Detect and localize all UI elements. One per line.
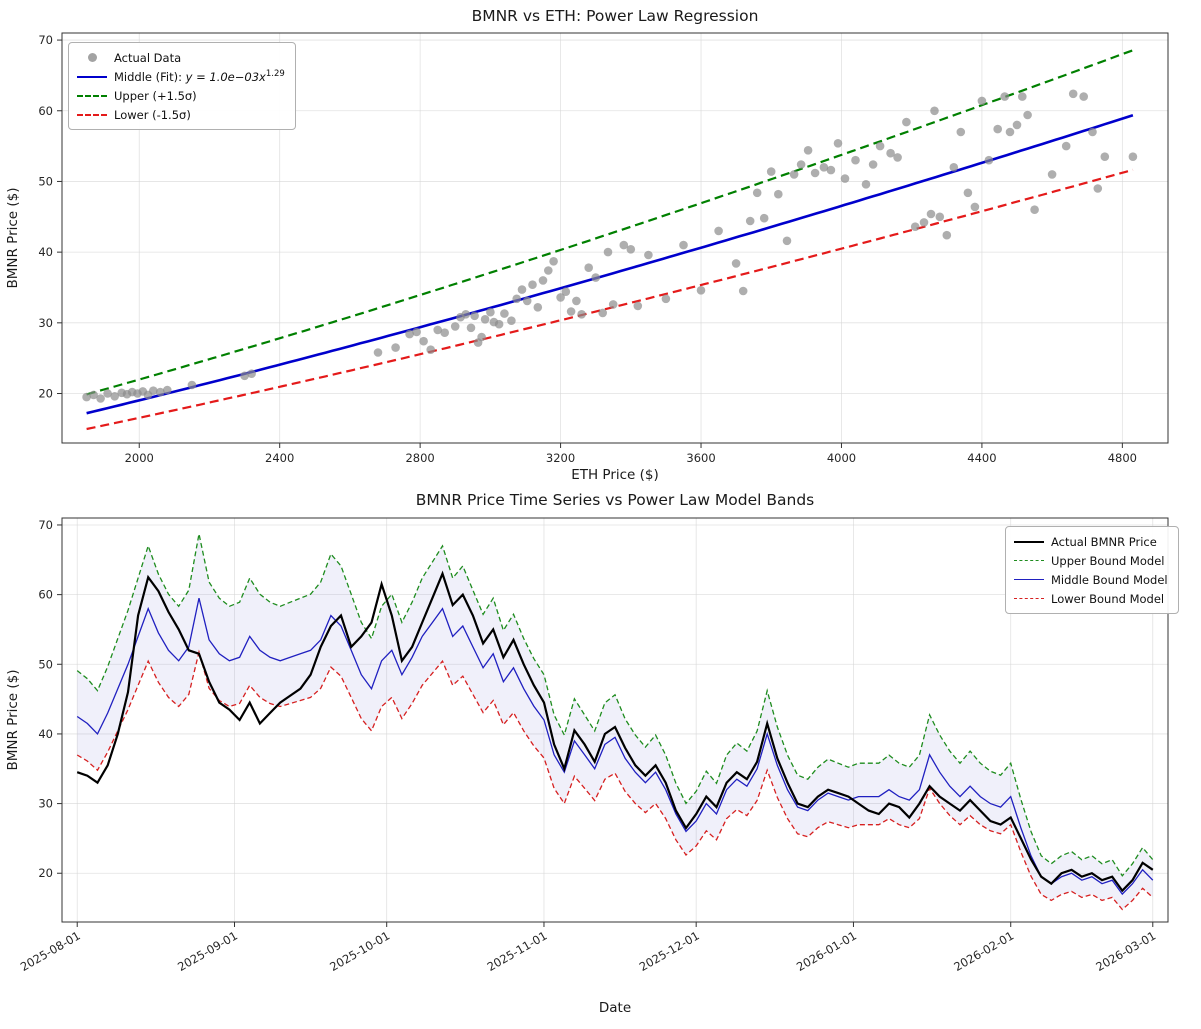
legend-entry: Upper (+1.5σ) <box>77 86 285 105</box>
y-tick-label: 70 <box>38 518 53 532</box>
line-sample-icon <box>1014 540 1044 543</box>
legend-label: Middle Bound Model <box>1051 572 1168 587</box>
scatter-plot-area: 2000 2400 2800 3200 3600 4000 4400 4800 20 30 40 50… <box>38 32 1169 465</box>
y-tick-label: 60 <box>38 104 53 118</box>
lower-bound-line <box>76 649 1154 911</box>
y-tick-label: 20 <box>38 866 53 880</box>
y-tick-label: 40 <box>38 727 53 741</box>
legend-entry: Middle Bound Model <box>1014 570 1168 589</box>
y-tick-label: 20 <box>38 387 53 401</box>
timeseries-chart: 2025-08-01 2025-09-01 2025-10-01 2025-11-01… <box>5 491 1169 1016</box>
model-band-fill <box>77 533 1153 910</box>
date-tick-label: 2026-03-01 <box>1093 928 1158 974</box>
legend-top: Actual Data Middle (Fit): y = 1.0e−03x1.2… <box>68 42 296 130</box>
x-tick-label: 3600 <box>686 451 715 465</box>
x-tick-label: 4000 <box>827 451 856 465</box>
legend-entry: Actual Data <box>77 48 285 67</box>
date-tick-label: 2025-08-01 <box>18 928 83 974</box>
scatter-points <box>82 89 1138 403</box>
solid-line-swatch-icon <box>77 75 107 78</box>
line-sample-icon <box>77 94 107 97</box>
timeseries-chart-title: BMNR Price Time Series vs Power Law Mode… <box>416 491 815 509</box>
legend-entry: Lower (-1.5σ) <box>77 105 285 124</box>
line-sample-icon <box>77 75 107 78</box>
timeseries-xlabel: Date <box>599 1000 631 1016</box>
scatter-ylabel: BMNR Price ($) <box>5 187 21 288</box>
legend-entry: Upper Bound Model <box>1014 551 1168 570</box>
actual-price-line <box>76 570 1154 893</box>
dashed-line-swatch-icon <box>1014 598 1044 599</box>
upper-sigma-line <box>86 49 1134 396</box>
x-tick-label: 3200 <box>546 451 575 465</box>
line-sample-icon <box>1014 598 1044 599</box>
timeseries-plot-area: 2025-08-01 2025-09-01 2025-10-01 2025-11-01… <box>18 517 1169 974</box>
date-tick-label: 2026-01-01 <box>794 928 859 974</box>
legend-entry: Lower Bound Model <box>1014 589 1168 608</box>
tick-labels: 2000 2400 2800 3200 3600 4000 4400 4800 20 30 40 50… <box>38 33 1137 465</box>
dashed-line-swatch-icon <box>77 113 107 116</box>
date-tick-label: 2025-11-01 <box>485 928 550 974</box>
plot-border <box>61 517 1169 923</box>
line-sample-icon <box>1014 579 1044 580</box>
scatter-dot-icon <box>87 53 97 62</box>
solid-line-swatch-icon <box>1014 540 1044 543</box>
legend-label: Upper Bound Model <box>1051 553 1165 568</box>
legend-label: Actual BMNR Price <box>1051 534 1157 549</box>
middle-fit-line <box>86 114 1134 415</box>
date-tick-label: 2025-12-01 <box>637 928 702 974</box>
scatter-chart: 2000 2400 2800 3200 3600 4000 4400 4800 20 30 40 50… <box>5 7 1169 483</box>
marker-swatch-icon <box>77 53 107 62</box>
y-tick-label: 30 <box>38 316 53 330</box>
lower-sigma-line <box>86 168 1134 431</box>
dashed-line-swatch-icon <box>1014 560 1044 561</box>
tick-marks <box>57 524 1154 927</box>
y-tick-label: 50 <box>38 657 53 671</box>
legend-label: Lower (-1.5σ) <box>114 107 191 122</box>
line-sample-icon <box>77 113 107 116</box>
line-sample-icon <box>1014 560 1044 561</box>
x-tick-label: 4400 <box>967 451 996 465</box>
y-tick-label: 50 <box>38 174 53 188</box>
timeseries-ylabel: BMNR Price ($) <box>5 669 21 770</box>
scatter-xlabel: ETH Price ($) <box>571 467 659 483</box>
legend-label: Upper (+1.5σ) <box>114 88 197 103</box>
grid <box>62 33 1168 443</box>
legend-entry: Middle (Fit): y = 1.0e−03x1.29 <box>77 67 285 86</box>
y-tick-label: 60 <box>38 588 53 602</box>
legend-label: Actual Data <box>114 50 182 65</box>
x-tick-label: 2000 <box>125 451 154 465</box>
x-tick-label: 4800 <box>1108 451 1137 465</box>
dashed-line-swatch-icon <box>77 94 107 97</box>
y-tick-label: 30 <box>38 797 53 811</box>
middle-bound-line <box>76 597 1154 896</box>
tick-marks <box>57 39 1123 448</box>
upper-bound-line <box>76 533 1154 877</box>
legend-bottom: Actual BMNR Price Upper Bound Model Middle… <box>1005 526 1179 614</box>
x-tick-label: 2400 <box>265 451 294 465</box>
date-tick-label: 2025-10-01 <box>327 928 392 974</box>
solid-line-swatch-icon <box>1014 579 1044 580</box>
legend-label: Middle (Fit): y = 1.0e−03x1.29 <box>114 69 285 84</box>
y-tick-label: 70 <box>38 33 53 47</box>
x-tick-label: 2800 <box>405 451 434 465</box>
legend-entry: Actual BMNR Price <box>1014 532 1168 551</box>
scatter-chart-title: BMNR vs ETH: Power Law Regression <box>472 7 759 25</box>
y-tick-label: 40 <box>38 245 53 259</box>
date-tick-label: 2025-09-01 <box>175 928 240 974</box>
plot-border <box>61 32 1169 444</box>
legend-label: Lower Bound Model <box>1051 591 1165 606</box>
date-tick-label: 2026-02-01 <box>951 928 1016 974</box>
